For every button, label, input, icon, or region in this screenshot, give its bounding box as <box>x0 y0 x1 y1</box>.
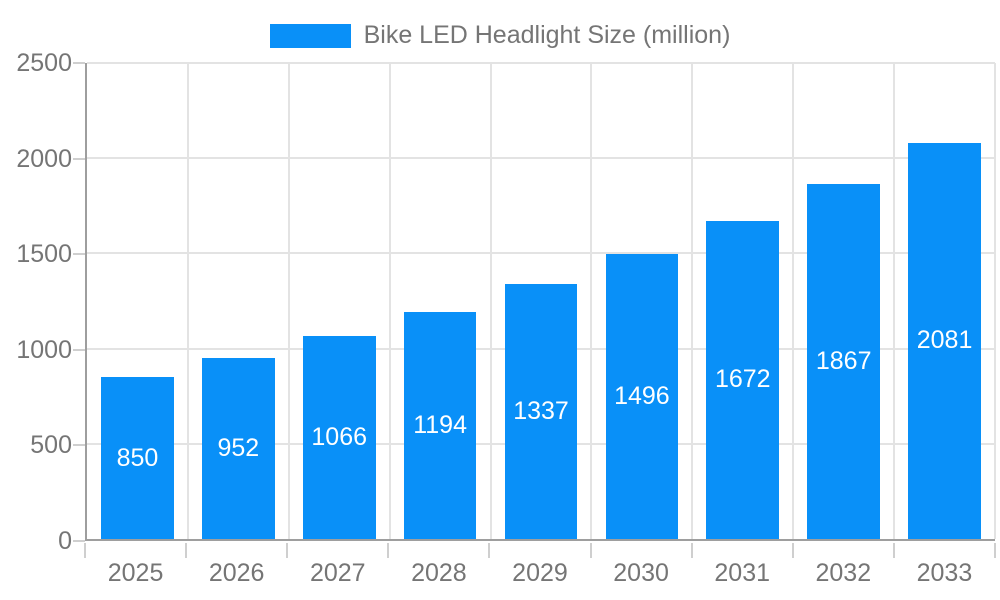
bar-slot: 2081 <box>894 63 995 539</box>
gridline-h <box>87 157 995 160</box>
bar-value-label: 2081 <box>916 326 973 355</box>
y-tick <box>73 157 85 160</box>
x-tick <box>892 543 895 558</box>
x-axis-ticks <box>84 543 996 558</box>
bar-slot: 1066 <box>289 63 390 539</box>
bar-value-label: 952 <box>217 433 260 462</box>
x-tick-label: 2033 <box>916 559 973 587</box>
bar-2032[interactable]: 1867 <box>807 183 880 539</box>
x-tick-label: 2032 <box>815 559 872 587</box>
gridline-v <box>388 63 391 539</box>
gridline-v <box>287 63 290 539</box>
x-tick <box>791 543 794 558</box>
y-tick <box>73 540 85 542</box>
bar-slot: 1672 <box>692 63 793 539</box>
gridline-v <box>994 63 996 539</box>
y-tick <box>73 444 85 447</box>
gridline-h <box>87 252 995 255</box>
bar-2027[interactable]: 1066 <box>302 336 376 539</box>
bar-slot: 1194 <box>390 63 491 539</box>
bar-value-label: 850 <box>116 443 159 472</box>
x-tick-label: 2027 <box>309 559 366 587</box>
bar-value-label: 1672 <box>714 365 771 394</box>
bar-2031[interactable]: 1672 <box>706 220 780 539</box>
bar-2025[interactable]: 850 <box>101 377 174 539</box>
bar-slot: 952 <box>188 63 289 539</box>
x-tick-label: 2029 <box>512 559 568 587</box>
y-tick <box>73 253 85 256</box>
x-axis-labels: 2025 2026 2027 2028 2029 2030 2031 2032 2033 <box>85 557 995 589</box>
bar-slot: 850 <box>87 63 188 539</box>
bar-value-label: 1066 <box>311 423 368 452</box>
bar-2026[interactable]: 952 <box>202 357 275 539</box>
gridline-v <box>691 63 694 539</box>
x-tick <box>185 543 188 558</box>
plot-area: 850 952 1066 1194 1337 1496 1672 1867 2081 <box>85 62 996 541</box>
x-tick <box>84 543 86 558</box>
bar-value-label: 1867 <box>815 346 872 375</box>
gridline-h <box>87 62 995 64</box>
gridline-v <box>489 63 492 539</box>
x-tick-label: 2028 <box>411 559 467 587</box>
gridline-v <box>186 63 189 539</box>
bar-value-label: 1496 <box>614 382 670 411</box>
legend-label: Bike LED Headlight Size (million) <box>363 21 731 49</box>
bar-2028[interactable]: 1194 <box>403 311 477 539</box>
y-axis-labels: 0 500 1000 1500 2000 2500 <box>16 49 72 555</box>
y-tick <box>73 62 85 64</box>
x-tick <box>589 543 592 558</box>
bar-2029[interactable]: 1337 <box>504 284 578 539</box>
x-tick-label: 2031 <box>714 559 771 587</box>
bar-slot: 1496 <box>591 63 692 539</box>
x-tick <box>286 543 289 558</box>
y-axis-ticks <box>73 62 85 542</box>
gridline-v <box>590 63 593 539</box>
bar-value-label: 1194 <box>413 410 467 439</box>
bar-2030[interactable]: 1496 <box>605 254 679 539</box>
y-tick <box>73 348 85 351</box>
x-tick <box>994 543 996 558</box>
legend-swatch <box>269 23 351 48</box>
bar-slot: 1867 <box>793 63 894 539</box>
x-tick-label: 2026 <box>208 559 265 587</box>
x-tick-label: 2030 <box>613 559 669 587</box>
x-tick <box>488 543 491 558</box>
bar-2033[interactable]: 2081 <box>908 142 981 539</box>
gridline-v <box>893 63 896 539</box>
bar-value-label: 1337 <box>513 397 569 426</box>
x-tick <box>387 543 390 558</box>
legend[interactable]: Bike LED Headlight Size (million) <box>0 21 1000 50</box>
x-tick <box>690 543 693 558</box>
bar-slot: 1337 <box>491 63 592 539</box>
gridline-v <box>792 63 795 539</box>
bars: 850 952 1066 1194 1337 1496 1672 1867 2081 <box>87 63 995 539</box>
x-tick-label: 2025 <box>107 559 164 587</box>
